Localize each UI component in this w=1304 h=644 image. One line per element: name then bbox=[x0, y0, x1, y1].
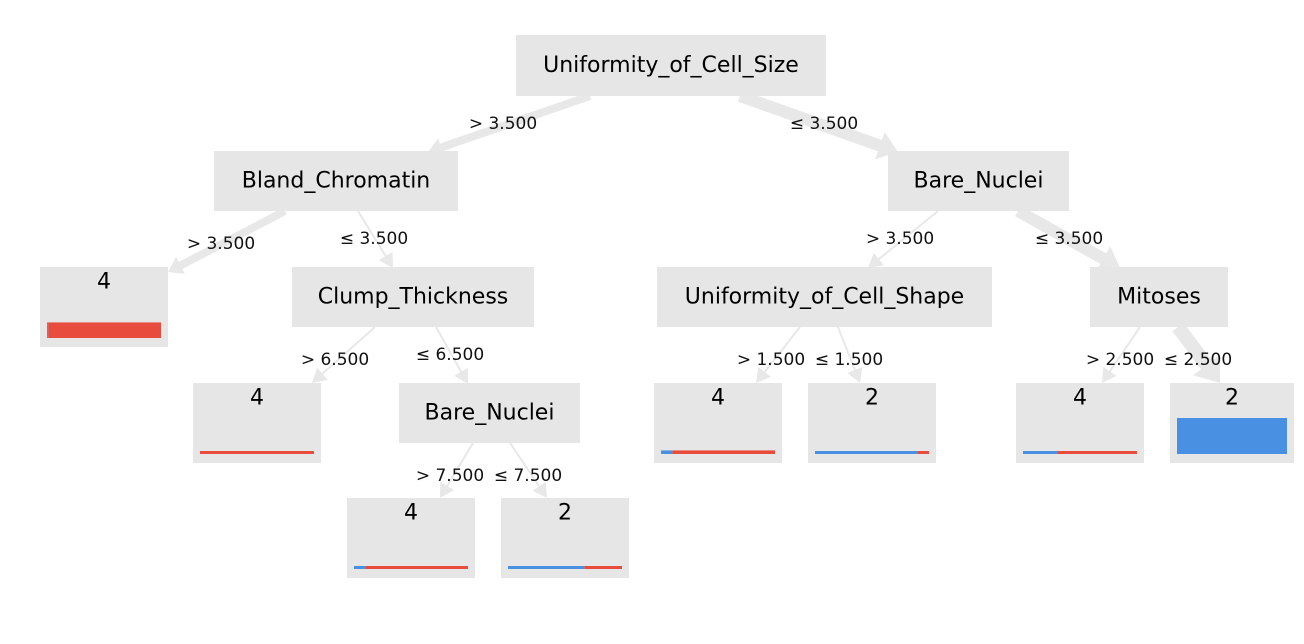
node-label: Uniformity_of_Cell_Shape bbox=[685, 285, 964, 310]
leaf-bar-class-2 bbox=[661, 450, 673, 454]
leaf-label: 4 bbox=[97, 270, 111, 295]
node-box bbox=[1090, 267, 1228, 327]
node-label: Uniformity_of_Cell_Size bbox=[543, 53, 799, 78]
edge-label-bare1-mitoses: ≤ 3.500 bbox=[1035, 229, 1103, 249]
edge-bare2-L4 bbox=[509, 442, 547, 498]
leaf-L1: 4 bbox=[40, 267, 168, 347]
edge-clump-L2 bbox=[312, 326, 376, 383]
node-root: Uniformity_of_Cell_Size bbox=[516, 35, 826, 96]
edge-label-shape-L5: > 1.500 bbox=[737, 350, 805, 370]
node-box bbox=[516, 35, 826, 96]
edge-label-bare2-L3: > 7.500 bbox=[416, 466, 484, 486]
edge-label-bland-clump: ≤ 3.500 bbox=[340, 229, 408, 249]
edge-bland-clump bbox=[357, 210, 393, 268]
node-label: Mitoses bbox=[1117, 285, 1201, 310]
node-label: Bare_Nuclei bbox=[425, 401, 555, 426]
leaf-bar-class-4 bbox=[200, 451, 314, 454]
edge-clump-bare2 bbox=[435, 326, 469, 384]
edge-bland-L1 bbox=[168, 207, 287, 274]
edge-shape-L5 bbox=[756, 326, 801, 383]
leaf-label: 4 bbox=[1073, 386, 1087, 411]
edge-label-clump-bare2: ≤ 6.500 bbox=[416, 345, 484, 365]
node-label: Bare_Nuclei bbox=[914, 169, 1044, 194]
leaf-L2: 4 bbox=[193, 383, 321, 463]
edge-label-bare2-L4: ≤ 7.500 bbox=[494, 466, 562, 486]
edge-mitoses-L7 bbox=[1102, 326, 1141, 383]
edge-label-root-bland: > 3.500 bbox=[469, 114, 537, 134]
leaf-L3: 4 bbox=[347, 498, 475, 578]
node-box bbox=[292, 267, 534, 327]
leaf-bar-class-4 bbox=[365, 566, 468, 569]
edge-mitoses-L8 bbox=[1172, 322, 1220, 383]
leaf-label: 2 bbox=[558, 501, 572, 526]
leaf-bar-class-4 bbox=[1057, 451, 1137, 454]
edge-bare1-shape bbox=[868, 210, 939, 268]
edge-root-bland bbox=[428, 92, 592, 157]
edge-shape-L6 bbox=[837, 326, 863, 383]
leaf-bar-class-2 bbox=[508, 566, 585, 569]
edge-label-shape-L6: ≤ 1.500 bbox=[815, 350, 883, 370]
leaf-label: 2 bbox=[865, 386, 879, 411]
edge-bare1-mitoses bbox=[1015, 205, 1120, 272]
leaf-box bbox=[193, 383, 321, 463]
leaf-label: 4 bbox=[404, 501, 418, 526]
node-bland: Bland_Chromatin bbox=[214, 151, 458, 211]
leaf-box bbox=[501, 498, 629, 578]
node-clump: Clump_Thickness bbox=[292, 267, 534, 327]
node-box bbox=[214, 151, 458, 211]
edge-label-mitoses-L8: ≤ 2.500 bbox=[1164, 350, 1232, 370]
leaf-bar-class-4 bbox=[48, 322, 161, 338]
node-label: Clump_Thickness bbox=[318, 285, 509, 310]
leaf-label: 4 bbox=[711, 386, 725, 411]
edges-layer bbox=[168, 90, 1220, 498]
nodes-layer: Uniformity_of_Cell_Size Bland_Chromatin Ba… bbox=[40, 35, 1294, 578]
leaf-label: 2 bbox=[1225, 386, 1239, 411]
leaf-bar-class-2 bbox=[815, 451, 918, 454]
leaf-L6: 2 bbox=[808, 383, 936, 463]
leaf-bar-class-4 bbox=[672, 450, 775, 454]
leaf-bar-class-2 bbox=[354, 566, 366, 569]
leaf-bar-class-2 bbox=[1177, 418, 1287, 454]
edge-label-mitoses-L7: > 2.500 bbox=[1086, 350, 1154, 370]
node-mitoses: Mitoses bbox=[1090, 267, 1228, 327]
edge-root-bare1 bbox=[738, 90, 898, 160]
edge-bare2-L3 bbox=[440, 442, 474, 498]
edge-labels-layer: > 3.500 ≤ 3.500 > 3.500 ≤ 3.500 > 6.500 ≤ 6.5… bbox=[187, 114, 1232, 486]
leaf-box bbox=[808, 383, 936, 463]
leaf-box bbox=[347, 498, 475, 578]
node-shape: Uniformity_of_Cell_Shape bbox=[657, 267, 992, 327]
node-box bbox=[399, 383, 580, 443]
leaf-L4: 2 bbox=[501, 498, 629, 578]
edge-label-bare1-shape: > 3.500 bbox=[866, 229, 934, 249]
node-bare1: Bare_Nuclei bbox=[888, 151, 1069, 211]
leaf-L5: 4 bbox=[654, 383, 782, 463]
node-box bbox=[888, 151, 1069, 211]
leaf-box bbox=[654, 383, 782, 463]
leaf-bar-class-2 bbox=[1023, 451, 1058, 454]
leaf-label: 4 bbox=[250, 386, 264, 411]
leaf-bar-class-2 bbox=[47, 322, 49, 338]
edge-label-bland-L1: > 3.500 bbox=[187, 234, 255, 254]
leaf-L8: 2 bbox=[1170, 383, 1294, 463]
leaf-L7: 4 bbox=[1016, 383, 1144, 463]
node-bare2: Bare_Nuclei bbox=[399, 383, 580, 443]
edge-label-clump-L2: > 6.500 bbox=[301, 350, 369, 370]
node-label: Bland_Chromatin bbox=[242, 169, 431, 194]
leaf-bar-class-4 bbox=[584, 566, 622, 569]
node-box bbox=[657, 267, 992, 327]
leaf-bar-class-4 bbox=[917, 451, 929, 454]
edge-label-root-bare1: ≤ 3.500 bbox=[790, 114, 858, 134]
leaf-box bbox=[1016, 383, 1144, 463]
